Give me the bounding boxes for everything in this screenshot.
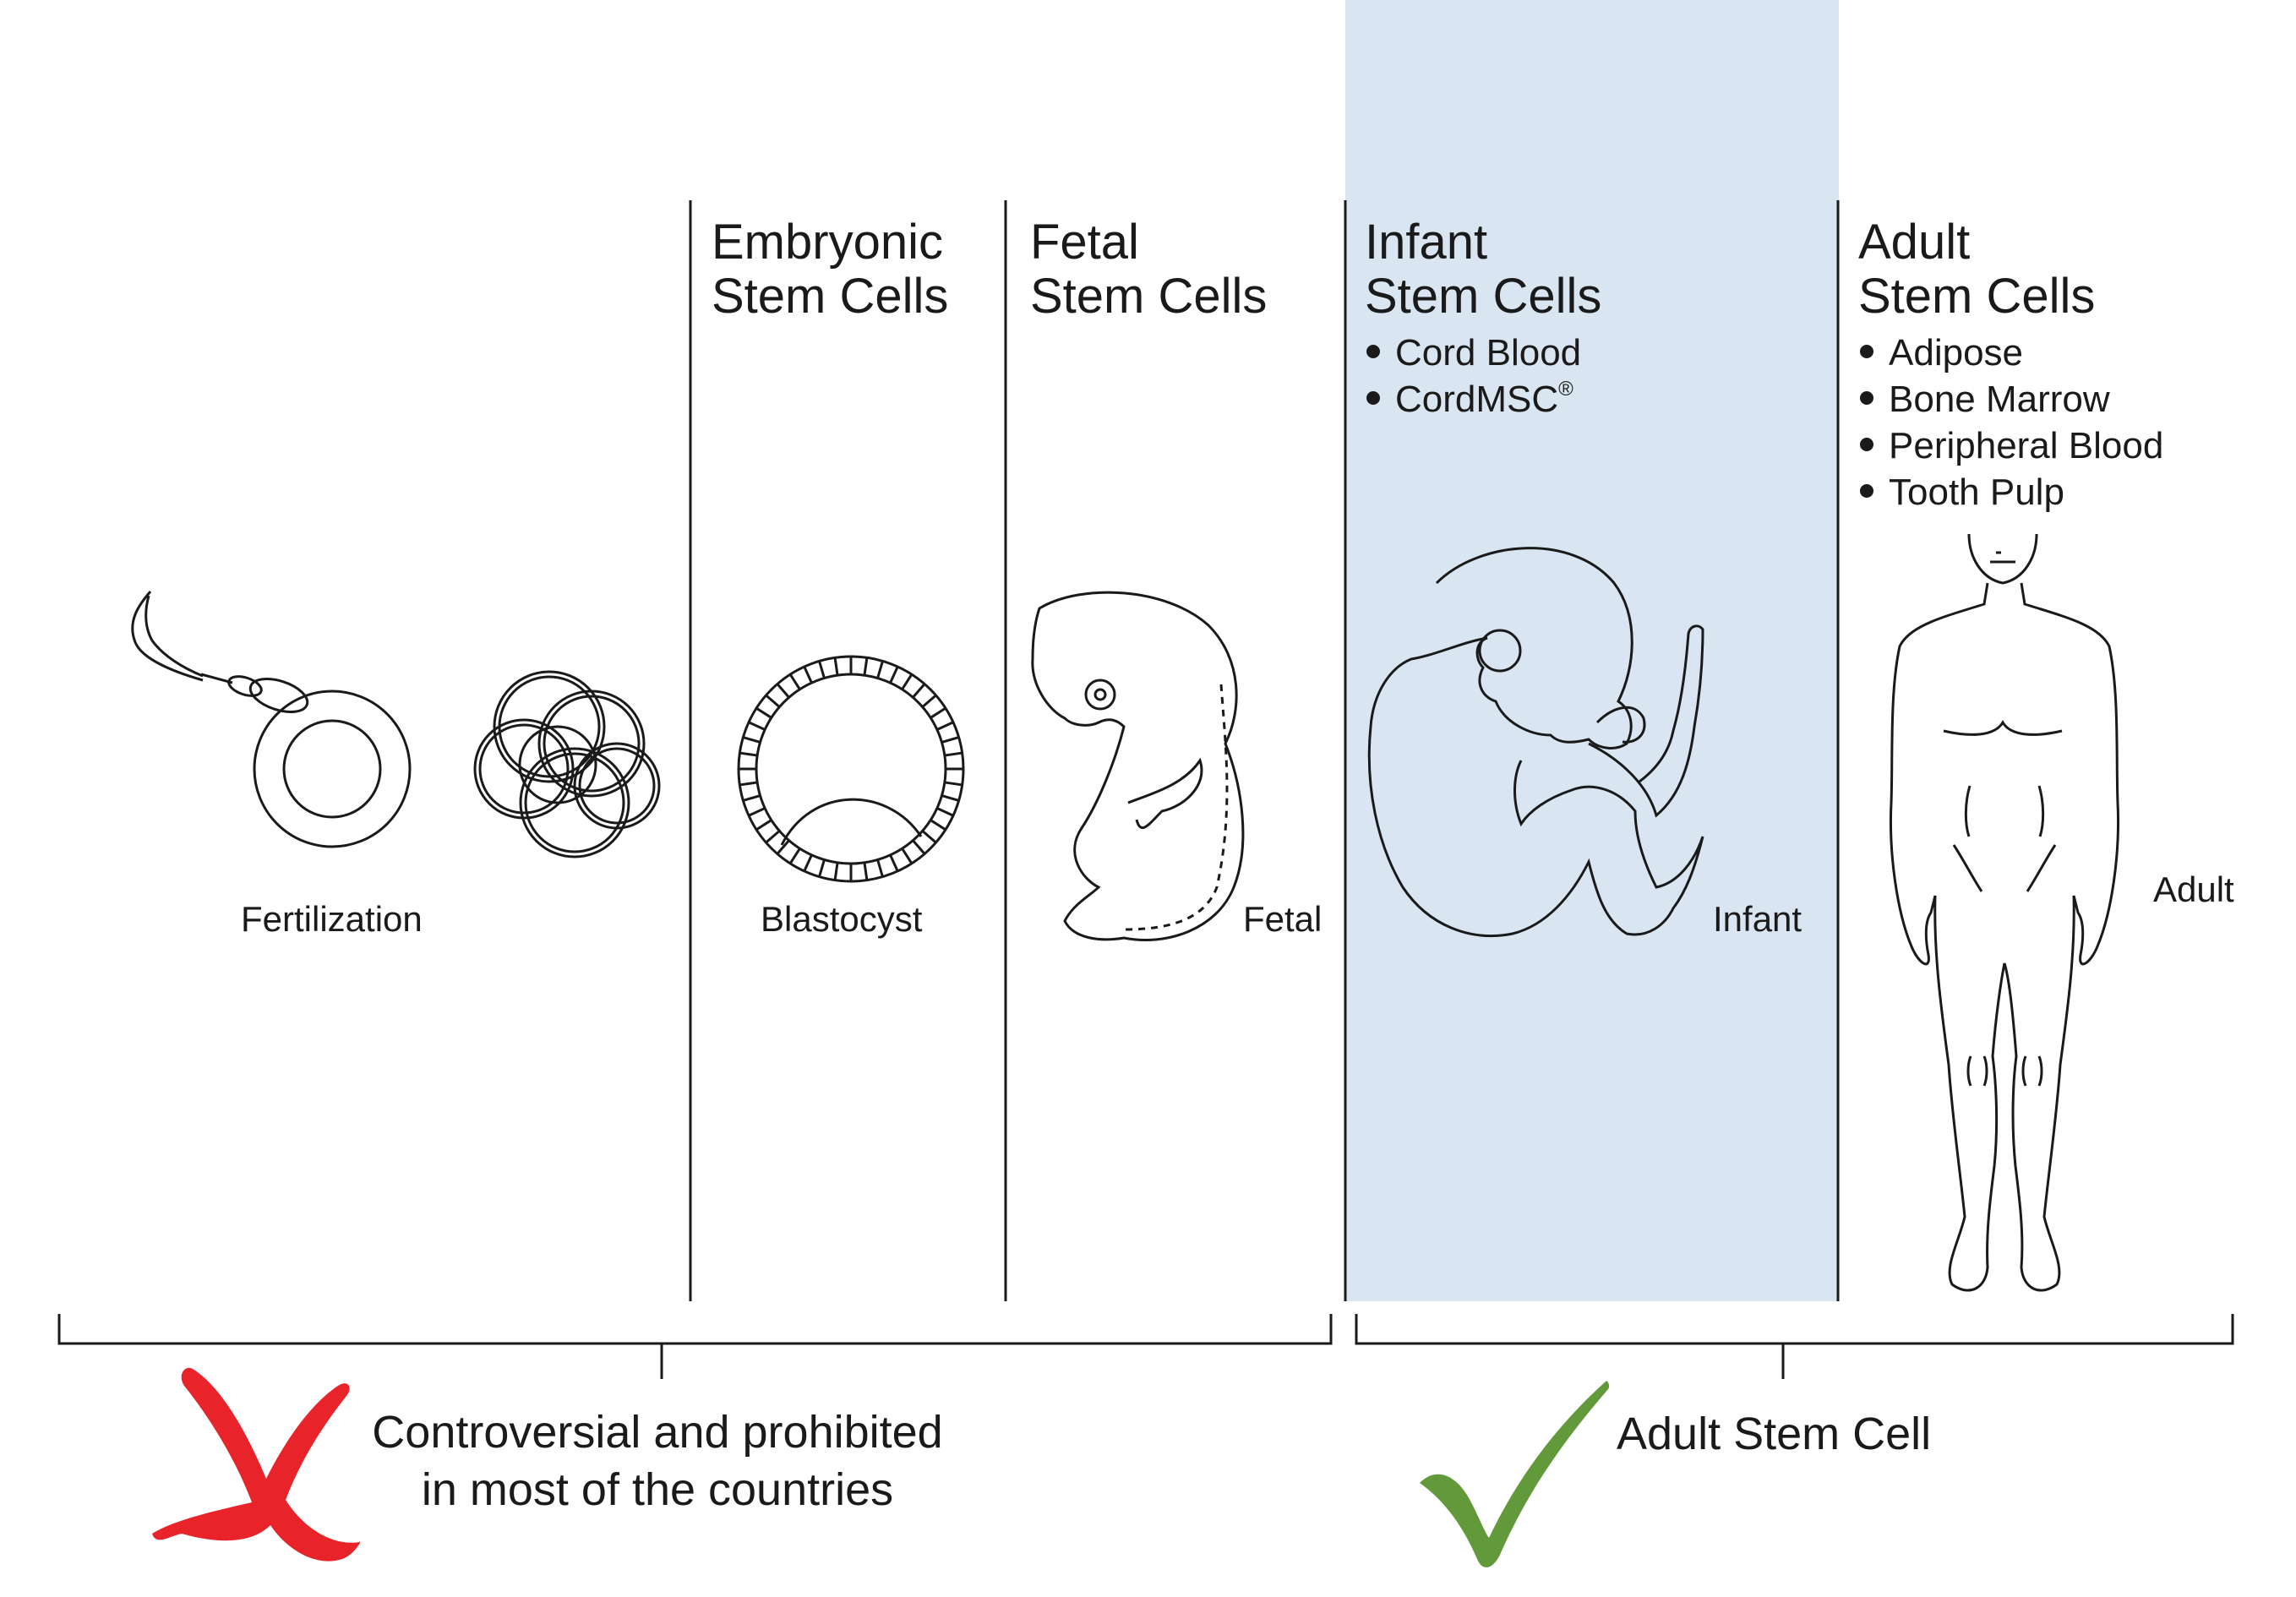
- infant-heading: Infant Stem Cells: [1365, 218, 1601, 321]
- blastocyst-tick: [818, 859, 826, 878]
- list-item: Adipose: [1860, 335, 2163, 372]
- fertilization-caption: Fertilization: [241, 899, 423, 939]
- blastocyst-tick: [833, 657, 839, 676]
- x-mark-icon: [152, 1367, 361, 1562]
- blastocyst-tick: [748, 807, 766, 817]
- blastocyst-tick: [941, 794, 960, 802]
- blastocyst-tick: [921, 830, 937, 844]
- blastocyst-tick: [876, 660, 884, 679]
- embryonic-title-line1: Embryonic: [712, 215, 943, 270]
- blastocyst-tick: [876, 859, 884, 878]
- blastocyst-tick: [936, 807, 954, 817]
- morula-icon: [473, 670, 661, 858]
- bullet-icon: [1860, 484, 1873, 499]
- adult-caption: Adult: [2153, 869, 2234, 909]
- list-item: Bone Marrow: [1860, 381, 2163, 418]
- blastocyst-tick: [901, 848, 913, 864]
- list-item: CordMSC®: [1366, 378, 1581, 418]
- blastocyst-tick: [742, 736, 761, 744]
- blastocyst-tick: [930, 706, 946, 719]
- infant-title-line1: Infant: [1365, 215, 1488, 270]
- fetal-title-line1: Fetal: [1030, 215, 1139, 270]
- blastocyst-tick: [941, 736, 960, 744]
- blastocyst-tick: [739, 751, 758, 757]
- blastocyst-tick: [818, 660, 826, 679]
- infant-highlight-column: [1345, 0, 1839, 1301]
- fetus-icon: [1031, 591, 1245, 941]
- adult-title-line2: Stem Cells: [1858, 269, 2096, 324]
- blastocyst-tick: [930, 819, 946, 831]
- embryonic-title-line2: Stem Cells: [712, 269, 949, 324]
- adult-source-list: Adipose Bone Marrow Peripheral Blood Too…: [1860, 335, 2163, 511]
- blastocyst-tick: [765, 694, 781, 708]
- blastocyst-icon: [737, 655, 965, 883]
- bullet-icon: [1860, 345, 1873, 359]
- list-item: Tooth Pulp: [1860, 474, 2163, 511]
- approved-label: Adult Stem Cell: [1617, 1409, 1932, 1459]
- blastocyst-tick: [889, 854, 899, 872]
- infant-source-list: Cord Blood CordMSC®: [1366, 335, 1581, 418]
- embryonic-heading: Embryonic Stem Cells: [712, 218, 948, 321]
- blastocyst-tick: [739, 781, 758, 787]
- blastocyst-tick: [776, 839, 790, 855]
- blastocyst-tick: [889, 666, 899, 684]
- blastocyst-tick: [788, 673, 801, 690]
- adult-title-line1: Adult: [1858, 215, 1971, 270]
- bullet-icon: [1860, 438, 1873, 452]
- blastocyst-tick: [765, 830, 781, 844]
- list-item: Cord Blood: [1366, 335, 1581, 372]
- bullet-icon: [1366, 345, 1380, 359]
- fetal-caption: Fetal: [1243, 899, 1323, 939]
- blastocyst-tick: [748, 721, 766, 731]
- sperm-egg-icon: [131, 591, 412, 848]
- blastocyst-tick: [833, 862, 839, 880]
- check-mark-icon: [1420, 1381, 1610, 1567]
- infant-caption: Infant: [1713, 899, 1802, 939]
- blastocyst-caption: Blastocyst: [761, 899, 923, 939]
- bullet-icon: [1366, 391, 1380, 406]
- blastocyst-tick: [912, 683, 926, 699]
- blastocyst-tick: [921, 694, 937, 708]
- blastocyst-tick: [944, 781, 963, 787]
- blastocyst-tick: [863, 862, 869, 880]
- blastocyst-tick: [803, 854, 813, 872]
- blastocyst-tick: [755, 819, 772, 831]
- blastocyst-tick: [863, 657, 869, 676]
- blastocyst-tick: [936, 721, 954, 731]
- blastocyst-tick: [944, 751, 963, 757]
- blastocyst-tick: [901, 673, 913, 690]
- column-dividers: [689, 200, 1840, 1301]
- blastocyst-tick: [776, 683, 790, 699]
- prohibited-label: Controversial and prohibited in most of …: [353, 1409, 962, 1513]
- right-bracket: [1355, 1314, 2234, 1379]
- registered-trademark: ®: [1558, 378, 1573, 401]
- fetal-heading: Fetal Stem Cells: [1030, 218, 1267, 321]
- fetal-title-line2: Stem Cells: [1030, 269, 1268, 324]
- blastocyst-tick: [788, 848, 801, 864]
- prohibited-line2: in most of the countries: [421, 1464, 894, 1515]
- infant-icon: [1367, 547, 1704, 938]
- infant-title-line2: Stem Cells: [1365, 269, 1602, 324]
- blastocyst-tick: [803, 666, 813, 684]
- left-bracket: [57, 1314, 1333, 1379]
- blastocyst-tick: [755, 706, 772, 719]
- blastocyst-tick: [742, 794, 761, 802]
- adult-heading: Adult Stem Cells: [1858, 218, 2095, 321]
- adult-body-icon: [1889, 533, 2120, 1292]
- prohibited-line1: Controversial and prohibited: [372, 1407, 943, 1458]
- list-item: Peripheral Blood: [1860, 428, 2163, 465]
- blastocyst-tick: [912, 839, 926, 855]
- bullet-icon: [1860, 391, 1873, 406]
